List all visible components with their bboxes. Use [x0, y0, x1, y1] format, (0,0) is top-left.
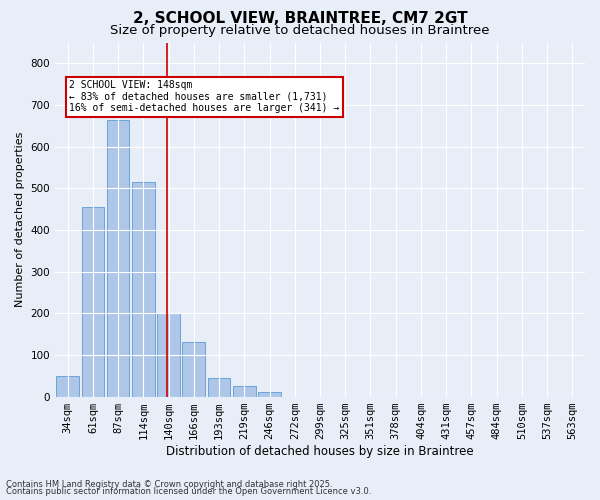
Bar	[157, 314, 180, 396]
Y-axis label: Number of detached properties: Number of detached properties	[15, 132, 25, 307]
Text: Contains public sector information licensed under the Open Government Licence v3: Contains public sector information licen…	[6, 487, 371, 496]
Text: Contains HM Land Registry data © Crown copyright and database right 2025.: Contains HM Land Registry data © Crown c…	[6, 480, 332, 489]
Bar	[56, 376, 79, 396]
Bar	[182, 342, 205, 396]
Text: 2, SCHOOL VIEW, BRAINTREE, CM7 2GT: 2, SCHOOL VIEW, BRAINTREE, CM7 2GT	[133, 11, 467, 26]
Bar	[258, 392, 281, 396]
X-axis label: Distribution of detached houses by size in Braintree: Distribution of detached houses by size …	[166, 444, 474, 458]
Bar	[132, 182, 155, 396]
Bar	[233, 386, 256, 396]
Text: 2 SCHOOL VIEW: 148sqm
← 83% of detached houses are smaller (1,731)
16% of semi-d: 2 SCHOOL VIEW: 148sqm ← 83% of detached …	[69, 80, 339, 113]
Bar	[82, 207, 104, 396]
Bar	[107, 120, 130, 396]
Text: Size of property relative to detached houses in Braintree: Size of property relative to detached ho…	[110, 24, 490, 37]
Bar	[208, 378, 230, 396]
